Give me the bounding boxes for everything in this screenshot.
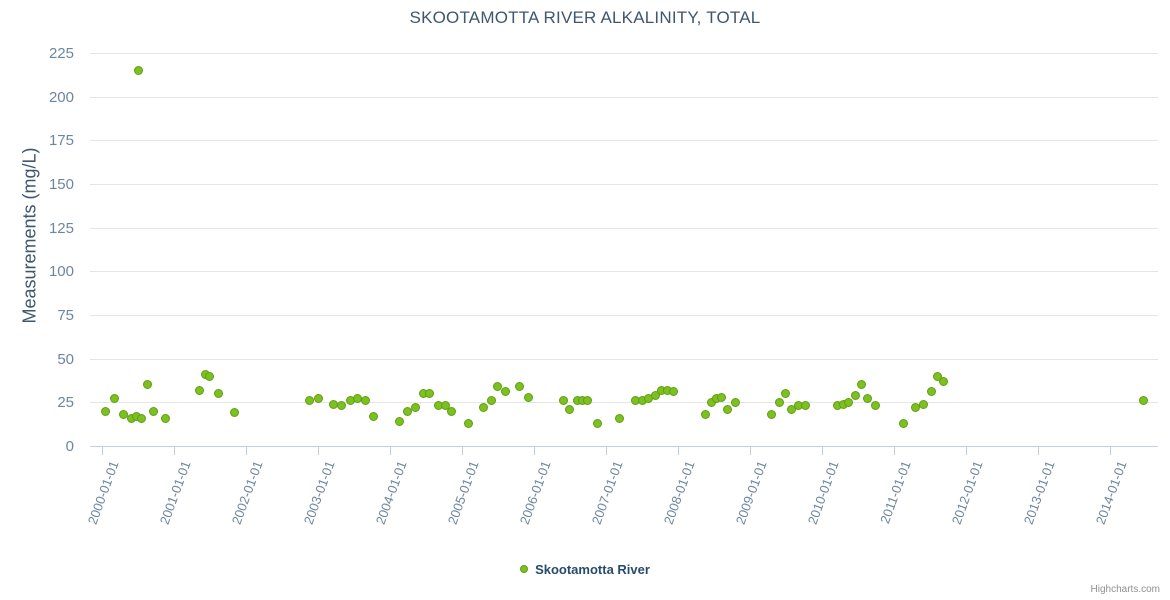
- scatter-point[interactable]: [411, 403, 421, 413]
- gridline: [90, 53, 1158, 54]
- scatter-point[interactable]: [205, 371, 215, 381]
- scatter-point[interactable]: [337, 401, 347, 411]
- scatter-point[interactable]: [559, 396, 569, 406]
- scatter-point[interactable]: [395, 417, 405, 427]
- scatter-point[interactable]: [857, 380, 867, 390]
- x-axis-tick: [534, 447, 536, 455]
- scatter-point[interactable]: [369, 411, 379, 421]
- x-axis-tick: [966, 447, 967, 455]
- gridline: [90, 271, 1158, 273]
- scatter-point[interactable]: [479, 403, 489, 413]
- x-axis-tick: [246, 447, 248, 455]
- scatter-point[interactable]: [501, 387, 511, 397]
- y-axis-tick-label: 0: [65, 438, 74, 455]
- scatter-point[interactable]: [361, 396, 371, 406]
- scatter-point[interactable]: [927, 387, 936, 397]
- scatter-point[interactable]: [134, 65, 144, 75]
- scatter-point[interactable]: [801, 401, 811, 411]
- scatter-point[interactable]: [149, 406, 159, 416]
- scatter-point[interactable]: [723, 404, 733, 414]
- scatter-point[interactable]: [565, 404, 575, 414]
- x-axis-line: [90, 446, 1158, 447]
- scatter-point[interactable]: [425, 389, 435, 399]
- scatter-point[interactable]: [1139, 396, 1149, 406]
- x-axis-tick: [894, 447, 896, 455]
- x-axis-tick: [1038, 447, 1040, 455]
- scatter-point[interactable]: [515, 382, 525, 392]
- scatter-point[interactable]: [463, 418, 473, 428]
- x-axis-tick: [102, 447, 104, 455]
- scatter-point[interactable]: [195, 385, 205, 395]
- chart-title: SKOOTAMOTTA RIVER ALKALINITY, TOTAL: [409, 8, 761, 27]
- scatter-point[interactable]: [447, 406, 457, 416]
- scatter-point[interactable]: [523, 392, 533, 402]
- scatter-point[interactable]: [717, 392, 727, 402]
- gridline: [90, 96, 1158, 98]
- scatter-point[interactable]: [939, 376, 949, 386]
- scatter-point[interactable]: [851, 390, 861, 400]
- scatter-point[interactable]: [933, 371, 943, 381]
- scatter-point[interactable]: [899, 418, 909, 428]
- plot-area: [90, 53, 1158, 447]
- chart-legend: Skootamotta River: [0, 561, 1170, 577]
- scatter-point[interactable]: [871, 401, 881, 411]
- scatter-point[interactable]: [669, 387, 679, 397]
- scatter-point[interactable]: [614, 413, 624, 423]
- scatter-point[interactable]: [583, 396, 593, 406]
- scatter-point[interactable]: [487, 396, 497, 406]
- scatter-point[interactable]: [230, 408, 240, 418]
- scatter-point[interactable]: [919, 399, 929, 409]
- scatter-point[interactable]: [593, 418, 603, 428]
- x-axis-tick: [750, 447, 752, 455]
- scatter-point[interactable]: [214, 389, 224, 399]
- x-axis-tick: [822, 447, 824, 455]
- x-axis-tick: [678, 447, 679, 455]
- legend-marker-icon: [520, 564, 529, 573]
- scatter-point[interactable]: [701, 410, 711, 420]
- gridline: [90, 402, 1158, 404]
- x-axis-tick: [174, 447, 176, 455]
- gridline: [90, 140, 1158, 142]
- credits-link[interactable]: Highcharts.com: [1090, 584, 1160, 595]
- scatter-point[interactable]: [161, 413, 171, 423]
- scatter-point[interactable]: [731, 397, 741, 407]
- gridline: [90, 315, 1158, 316]
- scatter-point[interactable]: [844, 397, 854, 407]
- scatter-point[interactable]: [651, 390, 661, 400]
- x-axis-tick: [318, 447, 320, 455]
- gridline: [90, 184, 1158, 185]
- scatter-point[interactable]: [101, 406, 111, 416]
- scatter-point[interactable]: [137, 413, 147, 423]
- scatter-point[interactable]: [313, 394, 323, 404]
- scatter-point[interactable]: [493, 382, 503, 392]
- scatter-point[interactable]: [110, 394, 120, 404]
- scatter-point[interactable]: [767, 410, 777, 420]
- x-axis-tick: [462, 447, 464, 455]
- x-axis-tick: [1110, 447, 1112, 455]
- scatter-point[interactable]: [775, 397, 785, 407]
- scatter-point[interactable]: [305, 396, 315, 406]
- gridline: [90, 358, 1158, 360]
- y-axis-title: Measurements (mg/L): [19, 147, 40, 324]
- scatter-point[interactable]: [781, 389, 791, 399]
- x-axis-tick: [606, 447, 608, 455]
- scatter-point[interactable]: [441, 401, 451, 411]
- legend-item-label: Skootamotta River: [535, 562, 650, 578]
- x-axis-tick: [390, 447, 392, 455]
- scatter-point[interactable]: [143, 380, 153, 390]
- scatter-point[interactable]: [863, 394, 873, 404]
- legend-item-skootamotta-river[interactable]: Skootamotta River: [520, 561, 650, 577]
- gridline: [90, 227, 1158, 229]
